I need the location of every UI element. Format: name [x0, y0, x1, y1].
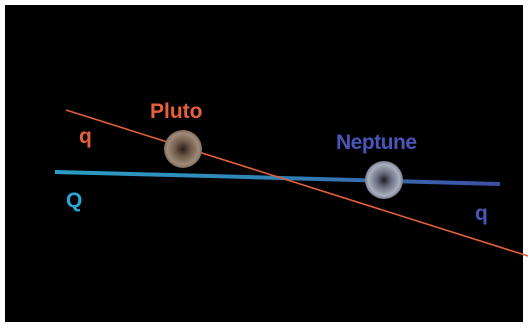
pluto-orbit-q-label: q: [79, 125, 92, 148]
pluto-orbit-line: [65, 109, 528, 257]
diagram-background: [5, 5, 523, 322]
neptune-label: Neptune: [336, 131, 417, 154]
pluto-label: Pluto: [150, 100, 203, 123]
neptune-orbit-q-label: q: [475, 202, 488, 225]
neptune-sphere: [365, 161, 403, 199]
neptune-orbit-Q-label: Q: [66, 189, 82, 212]
pluto-sphere: [164, 130, 202, 168]
